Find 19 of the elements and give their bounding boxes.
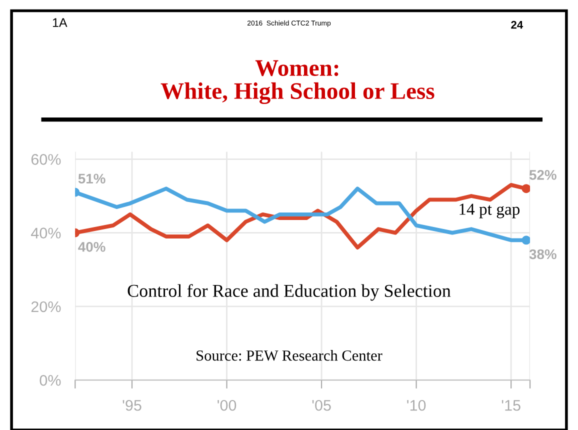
annotation: 14 pt gap <box>460 204 520 218</box>
y-tick-label: 20% <box>31 301 61 312</box>
data-label: 38% <box>529 249 556 260</box>
data-label: 52% <box>529 170 556 180</box>
x-tick-label: '10 <box>407 400 426 411</box>
chart-title: Women: White, High School or Less <box>160 60 434 104</box>
annotation: Control for Race and Education by Selection <box>128 284 451 301</box>
annotation: Source: PEW Research Center <box>196 350 382 361</box>
text: 1A <box>52 18 68 27</box>
y-tick-label: 60% <box>31 154 61 165</box>
x-tick-label: '95 <box>122 400 142 411</box>
x-tick-label: '05 <box>312 400 331 411</box>
data-label: 51% <box>78 174 106 184</box>
text: 24 <box>511 20 524 29</box>
data-label: 40% <box>78 242 106 252</box>
x-tick-label: '00 <box>218 400 236 411</box>
x-tick-label: '15 <box>502 400 520 411</box>
y-tick-label: 0% <box>40 374 61 386</box>
y-tick-label: 40% <box>31 228 61 238</box>
